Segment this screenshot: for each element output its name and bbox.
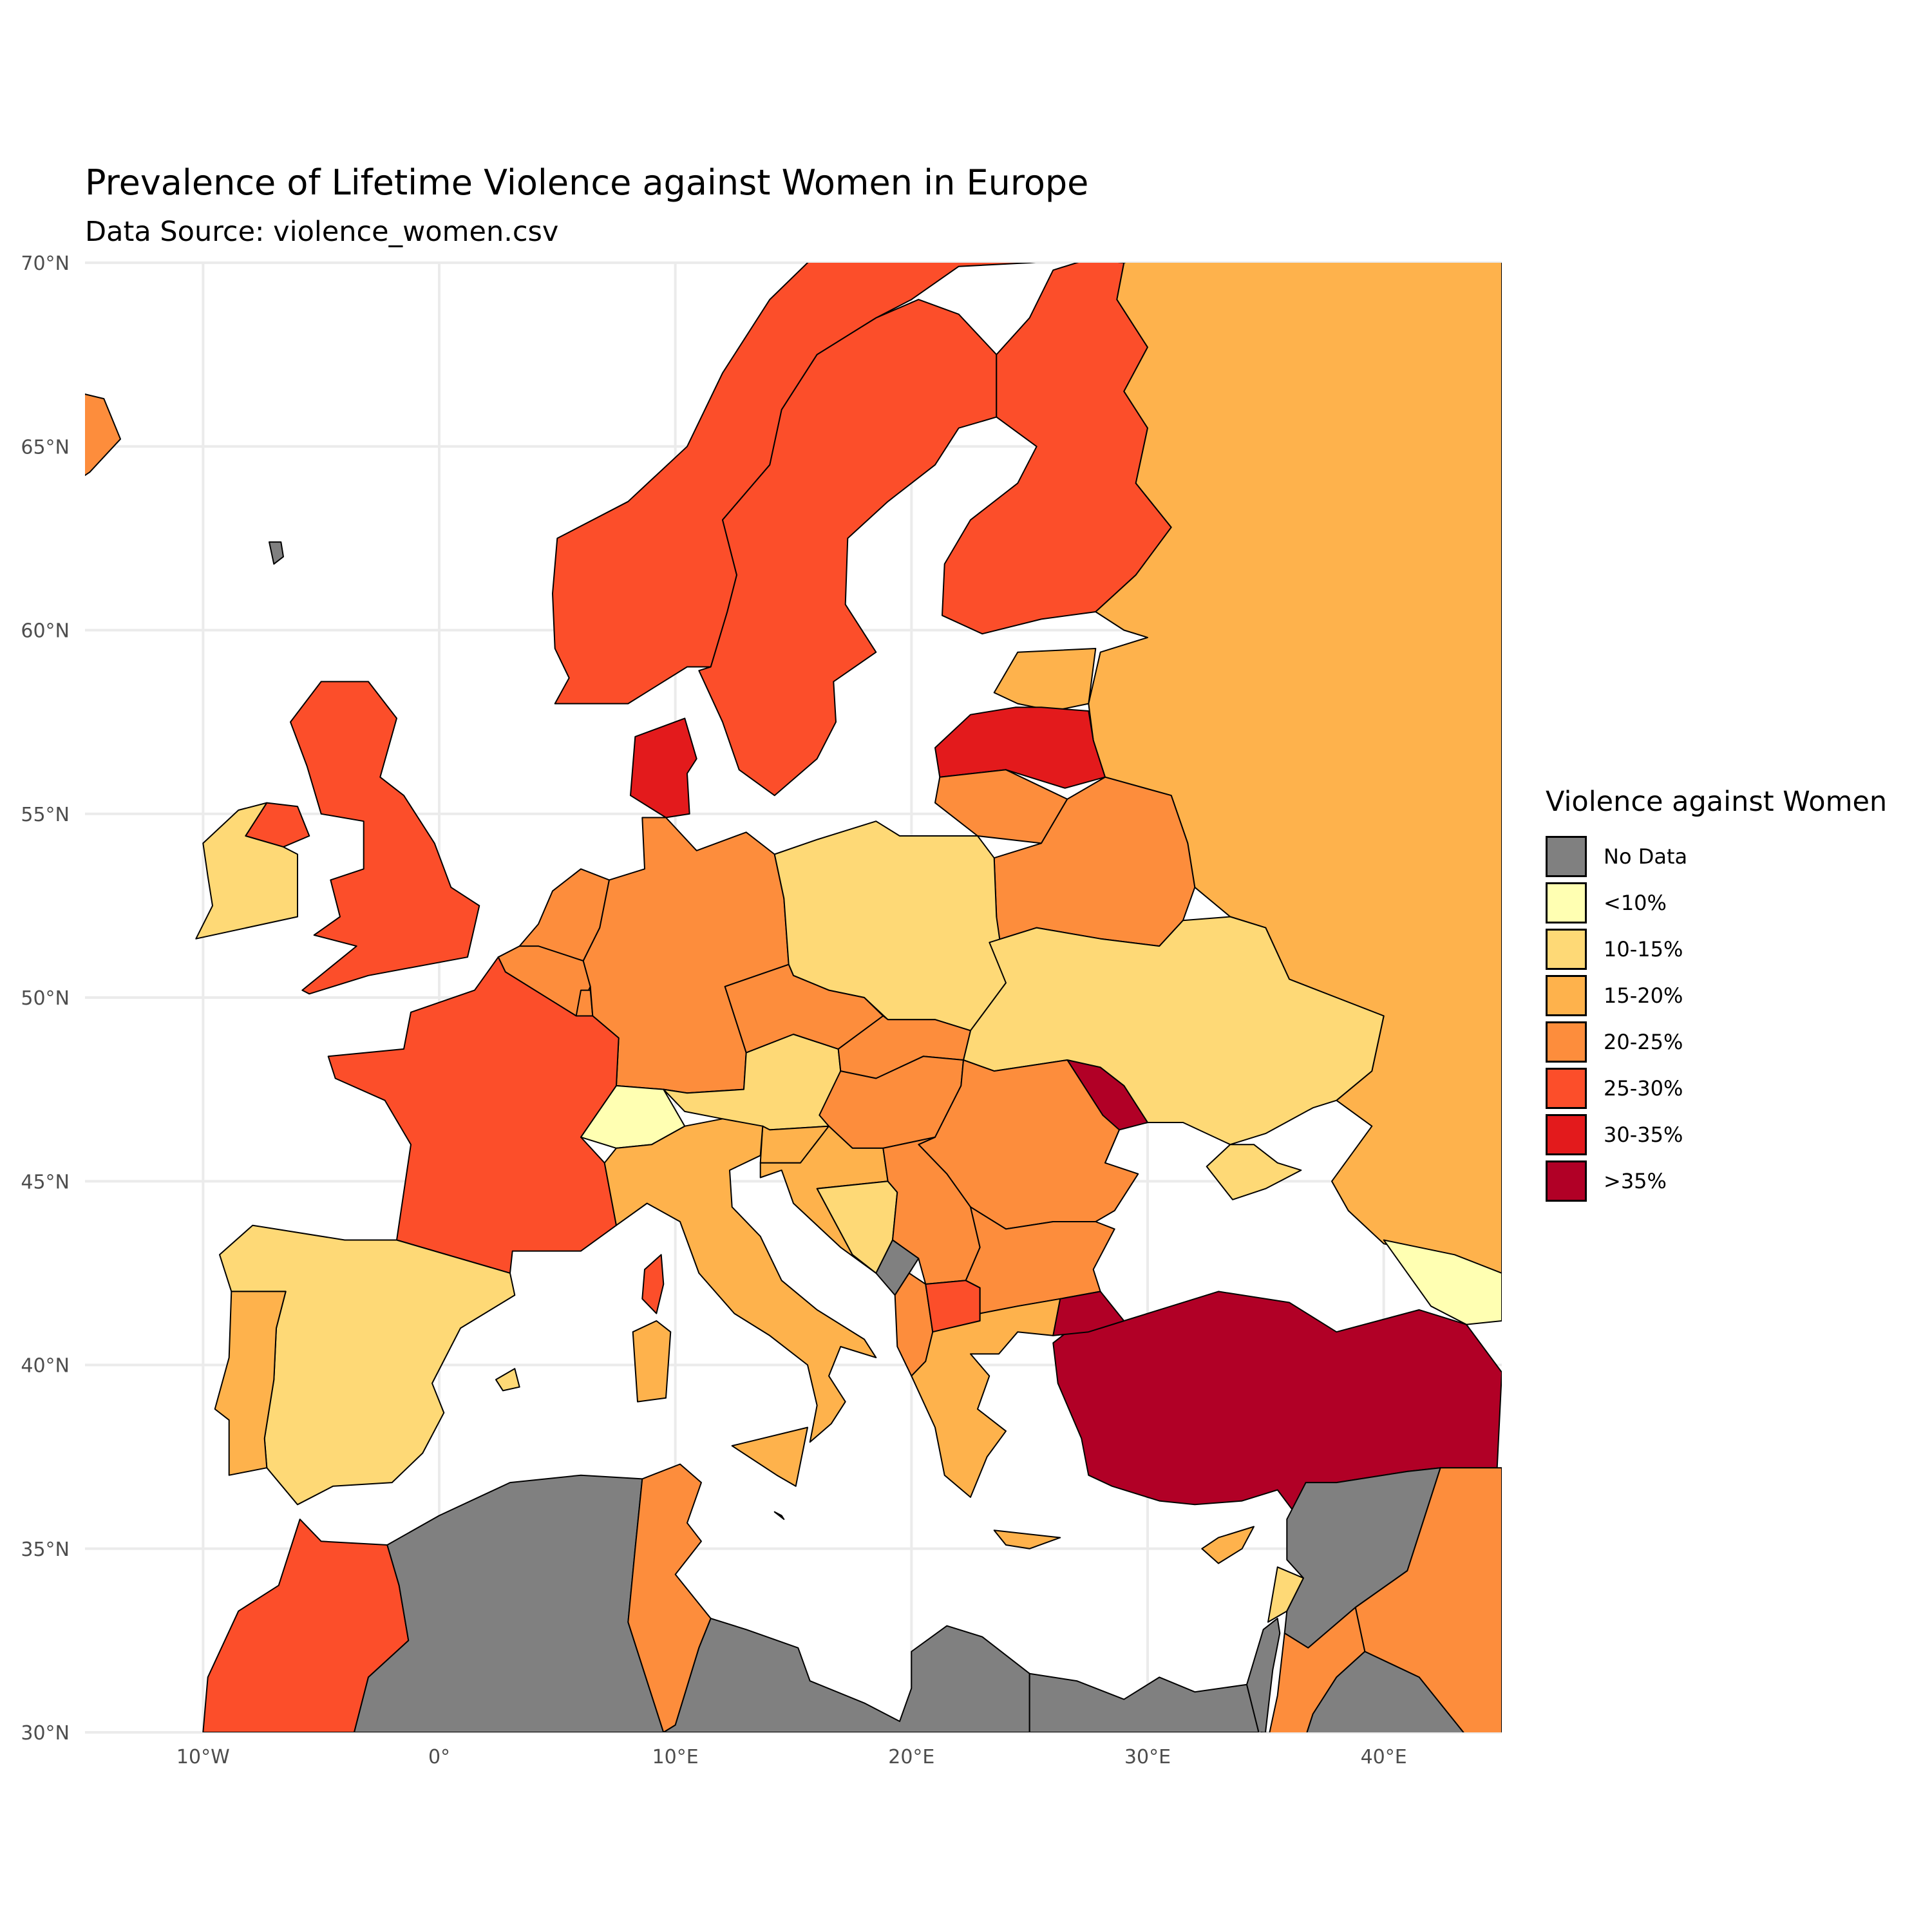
- y-tick-label: 70°N: [21, 252, 70, 275]
- country-crimea: [1206, 1144, 1302, 1200]
- x-tick-label: 0°: [428, 1746, 450, 1768]
- country-israel: [1246, 1618, 1281, 1732]
- country-united-kingdom: [290, 681, 480, 995]
- country-sicily: [731, 1426, 808, 1487]
- country-corsica: [641, 1254, 665, 1314]
- x-tick-label: 10°E: [652, 1746, 699, 1768]
- legend-label: 10-15%: [1604, 937, 1683, 961]
- y-tick-label: 40°N: [21, 1355, 70, 1378]
- legend-swatch-25-30: [1546, 1068, 1587, 1109]
- legend-swatch-10-15: [1546, 929, 1587, 970]
- country-ireland: [195, 802, 298, 940]
- map-title: Prevalence of Lifetime Violence against …: [85, 162, 1089, 203]
- country-sweden: [698, 299, 998, 797]
- country-thrace: [1052, 1291, 1125, 1336]
- legend-item: 15-20%: [1546, 972, 1887, 1019]
- country-crete: [993, 1530, 1061, 1549]
- country-portugal: [214, 1291, 287, 1476]
- legend-item: 10-15%: [1546, 926, 1887, 972]
- axis-ticks: 10°W 0° 10°E 20°E 30°E 40°E 70°N 65°N 60°N 55°N 50…: [21, 252, 1406, 1768]
- legend-label: 30-35%: [1604, 1122, 1683, 1147]
- y-tick-label: 30°N: [21, 1722, 70, 1745]
- country-italy: [603, 1118, 877, 1443]
- country-libya: [663, 1618, 1030, 1732]
- legend-item: 25-30%: [1546, 1065, 1887, 1112]
- y-tick-label: 45°N: [21, 1171, 70, 1193]
- legend-swatch-20-25: [1546, 1021, 1587, 1063]
- legend-item: >35%: [1546, 1158, 1887, 1204]
- legend-label: >35%: [1604, 1169, 1667, 1193]
- x-tick-label: 20°E: [888, 1746, 934, 1768]
- legend-swatch-gt35: [1546, 1160, 1587, 1202]
- country-sardinia: [632, 1320, 672, 1403]
- country-cyprus: [1201, 1526, 1255, 1564]
- country-egypt: [1028, 1672, 1262, 1732]
- y-tick-label: 35°N: [21, 1539, 70, 1561]
- x-tick-label: 40°E: [1361, 1746, 1407, 1768]
- legend-label: No Data: [1604, 844, 1688, 869]
- legend: Violence against Women No Data <10% 10-1…: [1546, 786, 1887, 1204]
- legend-label: 25-30%: [1604, 1076, 1683, 1101]
- country-layer: [85, 263, 1502, 1732]
- country-faroe-islands: [269, 541, 284, 565]
- map-subtitle: Data Source: violence_women.csv: [85, 216, 559, 248]
- country-balearic-islands: [495, 1368, 520, 1392]
- legend-swatch-no-data: [1546, 836, 1587, 877]
- legend-item: No Data: [1546, 833, 1887, 880]
- country-saudi-arabia: [1260, 1651, 1464, 1732]
- country-montenegro: [875, 1239, 920, 1296]
- legend-title: Violence against Women: [1546, 786, 1888, 818]
- y-tick-label: 60°N: [21, 620, 70, 643]
- country-greece: [911, 1298, 1061, 1498]
- legend-label: 15-20%: [1604, 983, 1683, 1008]
- country-georgia: [1383, 1239, 1502, 1325]
- y-tick-label: 50°N: [21, 987, 70, 1010]
- x-tick-label: 30°E: [1124, 1746, 1171, 1768]
- country-iceland: [85, 393, 121, 477]
- legend-item: 30-35%: [1546, 1112, 1887, 1158]
- country-malta: [773, 1511, 785, 1520]
- country-denmark: [630, 717, 697, 819]
- legend-item: 20-25%: [1546, 1019, 1887, 1065]
- country-estonia: [993, 648, 1097, 712]
- y-tick-label: 65°N: [21, 436, 70, 459]
- country-czechia: [724, 963, 884, 1054]
- legend-swatch-30-35: [1546, 1114, 1587, 1155]
- legend-swatch-15-20: [1546, 975, 1587, 1016]
- legend-swatch-lt10: [1546, 882, 1587, 923]
- legend-label: <10%: [1604, 891, 1667, 915]
- legend-label: 20-25%: [1604, 1030, 1683, 1054]
- x-tick-label: 10°W: [176, 1746, 230, 1768]
- y-tick-label: 55°N: [21, 804, 70, 826]
- legend-item: <10%: [1546, 880, 1887, 926]
